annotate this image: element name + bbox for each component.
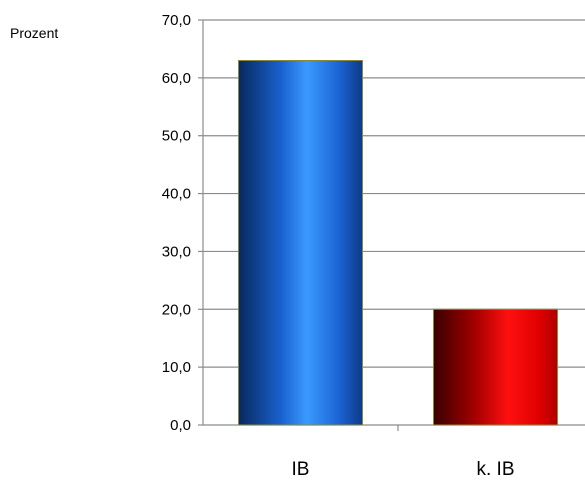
- bar-ib: [238, 60, 363, 426]
- bars: [238, 60, 558, 426]
- y-tick-label: 10,0: [162, 359, 191, 376]
- y-tick-label: 20,0: [162, 301, 191, 318]
- y-tick-label: 60,0: [162, 70, 191, 87]
- y-tick-label: 40,0: [162, 186, 191, 203]
- x-category-label: k. IB: [476, 459, 514, 480]
- y-tick-label: 30,0: [162, 243, 191, 260]
- labels: 0,0 10,0 20,0 30,0 40,0 50,0 60,0 70,0 IB k. IB: [162, 12, 515, 480]
- bar-k-ib: [433, 308, 558, 426]
- y-axis-label: Prozent: [10, 25, 58, 41]
- y-tick-label: 70,0: [162, 12, 191, 29]
- y-tick-label: 50,0: [162, 128, 191, 145]
- x-category-label: IB: [292, 459, 310, 480]
- y-tick-label: 0,0: [170, 417, 191, 434]
